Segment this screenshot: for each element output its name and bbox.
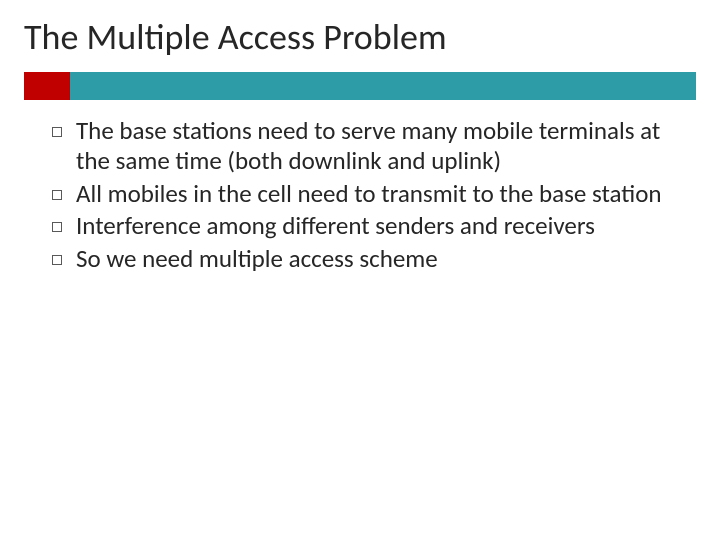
list-item: All mobiles in the cell need to transmit… [52, 179, 688, 210]
list-item: Interference among different senders and… [52, 211, 688, 242]
list-item: So we need multiple access scheme [52, 244, 688, 275]
bullet-text: All mobiles in the cell need to transmit… [76, 179, 688, 210]
list-item: The base stations need to serve many mob… [52, 116, 688, 177]
square-bullet-icon [52, 222, 62, 232]
slide: The Multiple Access Problem The base sta… [0, 0, 720, 540]
square-bullet-icon [52, 190, 62, 200]
content-area: The base stations need to serve many mob… [24, 100, 696, 275]
bullet-text: So we need multiple access scheme [76, 244, 688, 275]
accent-teal-block [70, 72, 696, 100]
bullet-text: The base stations need to serve many mob… [76, 116, 688, 177]
square-bullet-icon [52, 255, 62, 265]
square-bullet-icon [52, 127, 62, 137]
page-title: The Multiple Access Problem [24, 18, 696, 58]
accent-red-block [24, 72, 70, 100]
accent-bar [24, 72, 696, 100]
bullet-text: Interference among different senders and… [76, 211, 688, 242]
